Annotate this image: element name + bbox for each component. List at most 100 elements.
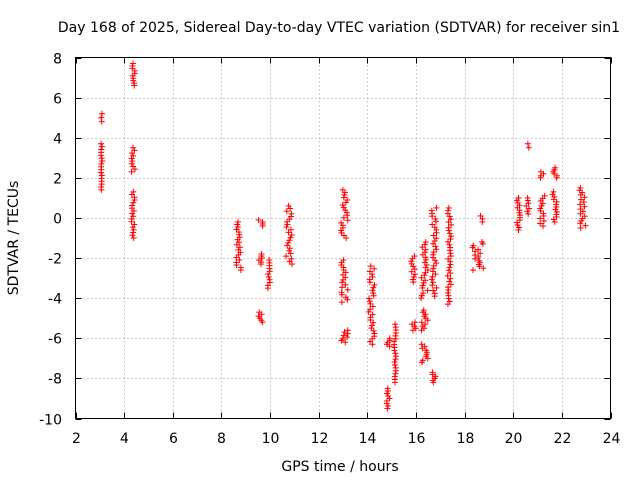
data-point-plus — [286, 237, 293, 244]
data-point-plus — [540, 210, 547, 217]
data-point-plus — [433, 260, 440, 267]
data-point-plus — [408, 258, 415, 265]
data-point-plus — [99, 158, 106, 165]
data-point-plus — [130, 163, 137, 170]
data-points — [98, 60, 589, 412]
data-point-plus — [129, 158, 136, 165]
plot-frame — [75, 57, 611, 419]
data-point-plus — [412, 319, 419, 326]
data-point-plus — [537, 168, 544, 175]
data-point-plus — [367, 300, 374, 307]
data-point-plus — [537, 215, 544, 222]
data-point-plus — [420, 307, 427, 314]
data-point-plus — [128, 155, 135, 162]
data-point-plus — [445, 284, 452, 291]
data-point-plus — [129, 224, 136, 231]
data-point-plus — [469, 267, 476, 274]
data-point-plus — [478, 239, 485, 246]
data-point-plus — [550, 196, 557, 203]
data-point-plus — [447, 250, 454, 257]
data-point-plus — [422, 254, 429, 261]
data-point-plus — [130, 235, 137, 241]
data-point-plus — [470, 242, 477, 249]
data-point-plus — [412, 271, 419, 278]
data-point-plus — [342, 294, 349, 301]
data-point-plus — [553, 211, 560, 218]
data-point-plus — [339, 186, 346, 193]
data-point-plus — [367, 263, 374, 270]
data-point-plus — [524, 140, 531, 147]
data-point-plus — [432, 215, 439, 222]
data-point-plus — [581, 213, 588, 220]
y-tick-label: -2 — [48, 252, 62, 268]
data-point-plus — [383, 390, 390, 397]
data-point-plus — [410, 273, 417, 280]
data-point-plus — [418, 319, 425, 326]
data-point-plus — [581, 194, 588, 201]
data-point-plus — [581, 203, 588, 210]
y-tick-label: 2 — [53, 172, 62, 188]
data-point-plus — [433, 204, 440, 211]
data-point-plus — [537, 207, 544, 214]
data-point-plus — [369, 287, 376, 294]
data-point-plus — [340, 332, 347, 339]
data-point-plus — [582, 222, 589, 229]
data-point-plus — [448, 221, 455, 228]
data-point-plus — [392, 321, 399, 328]
data-point-plus — [422, 239, 429, 246]
data-point-plus — [537, 220, 544, 227]
x-tick-label: 4 — [120, 431, 129, 447]
data-point-plus — [421, 343, 428, 350]
data-point-plus — [344, 286, 351, 293]
data-point-plus — [577, 184, 584, 191]
data-point-plus — [540, 217, 547, 224]
data-point-plus — [538, 202, 545, 209]
data-point-plus — [541, 192, 548, 199]
data-point-plus — [524, 194, 531, 201]
data-point-plus — [130, 213, 137, 220]
data-point-plus — [445, 255, 452, 262]
x-tick-label: 10 — [262, 431, 280, 447]
data-point-plus — [552, 164, 559, 171]
data-point-plus — [236, 244, 243, 251]
data-point-plus — [422, 264, 429, 271]
data-point-plus — [284, 242, 291, 249]
data-point-plus — [433, 284, 440, 291]
data-point-plus — [98, 155, 105, 162]
data-point-plus — [418, 292, 425, 299]
data-point-plus — [288, 210, 295, 217]
data-point-plus — [553, 208, 560, 215]
x-tick-label: 6 — [169, 431, 178, 447]
data-point-plus — [428, 207, 435, 214]
data-point-plus — [131, 194, 138, 201]
data-point-plus — [366, 268, 373, 275]
data-point-plus — [422, 246, 429, 253]
y-tick-label: 6 — [53, 92, 62, 108]
data-point-plus — [371, 281, 378, 288]
data-point-plus — [479, 215, 486, 222]
data-point-plus — [98, 172, 105, 179]
data-point-plus — [429, 282, 436, 289]
data-point-plus — [283, 224, 290, 231]
x-tick-label: 8 — [217, 431, 226, 447]
y-tick-label: 0 — [53, 212, 62, 228]
data-point-plus — [340, 257, 347, 264]
data-point-plus — [98, 160, 105, 167]
data-point-plus — [537, 205, 544, 212]
data-point-plus — [447, 270, 454, 277]
data-point-plus — [342, 339, 349, 346]
data-point-plus — [525, 210, 532, 217]
data-point-plus — [288, 231, 295, 238]
data-point-plus — [472, 248, 479, 255]
data-point-plus — [447, 275, 454, 282]
data-point-plus — [430, 232, 437, 239]
data-point-plus — [237, 264, 244, 271]
data-point-plus — [98, 114, 105, 121]
data-point-plus — [365, 295, 372, 302]
data-point-plus — [423, 347, 430, 354]
data-point-plus — [286, 245, 293, 252]
data-point-plus — [258, 251, 265, 258]
data-point-plus — [433, 246, 440, 253]
data-point-plus — [99, 110, 106, 117]
